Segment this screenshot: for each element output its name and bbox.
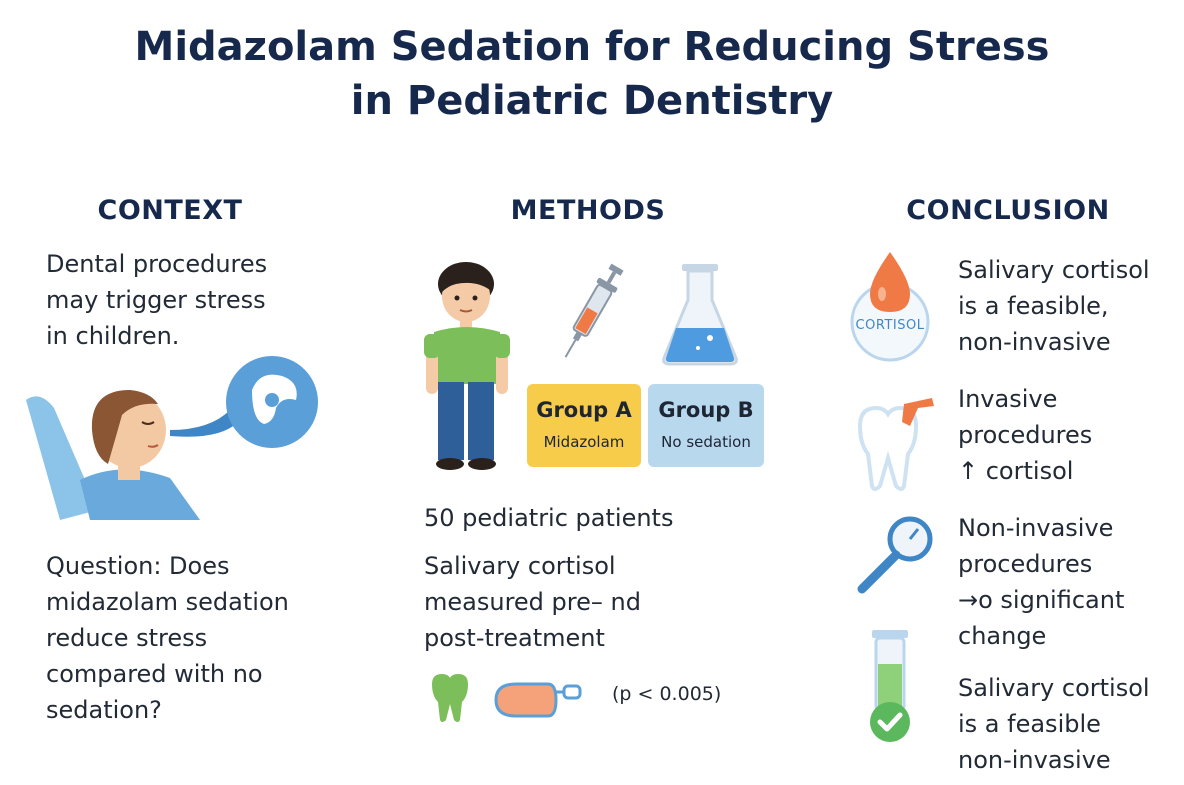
context-question-line: sedation? [46, 696, 162, 724]
conclusion-item-4: Salivary cortisol is a feasible non-inva… [958, 670, 1150, 778]
conclusion-item-line: procedures [958, 421, 1093, 449]
context-question: Question: Does midazolam sedation reduce… [46, 548, 289, 728]
conclusion-item-line: procedures [958, 550, 1093, 578]
flask-icon [662, 264, 738, 366]
group-a-sub: Midazolam [543, 433, 625, 451]
group-b-name: Group B [658, 398, 754, 422]
methods-heading: METHODS [510, 195, 666, 226]
conclusion-item-line: change [958, 622, 1047, 650]
group-a-name: Group A [536, 398, 632, 422]
conclusion-item-line: non-invasive [958, 746, 1111, 774]
context-intro-line: Dental procedures [46, 250, 268, 278]
context-intro: Dental procedures may trigger stress in … [46, 246, 267, 354]
conclusion-item-line: non-invasive [958, 328, 1111, 356]
title-line-1: Midazolam Sedation for Reducing Stress [134, 24, 1050, 70]
methods-measure: Salivary cortisol measured pre– nd post-… [424, 548, 641, 656]
magnifier-icon [857, 516, 933, 594]
conclusion-item-line: is a feasible, [958, 292, 1109, 320]
cortisol-badge-label: CORTISOL [855, 318, 925, 333]
conclusion-item-line: Salivary cortisol [958, 674, 1150, 702]
conclusion-item-line: is a feasible [958, 710, 1101, 738]
tooth-green-icon [432, 674, 468, 722]
context-question-line: compared with no [46, 660, 263, 688]
child-dental-chair-illustration [26, 356, 318, 520]
conclusion-item-line: ↑ cortisol [958, 457, 1074, 485]
group-a-box: Group A Midazolam [527, 384, 641, 467]
methods-pvalue: (p < 0.005) [612, 683, 722, 705]
methods-patients: 50 pediatric patients [424, 504, 674, 532]
tooth-icon [857, 398, 934, 491]
context-heading: CONTEXT [97, 195, 243, 226]
context-question-line: reduce stress [46, 624, 208, 652]
child-patient-icon [424, 262, 510, 470]
conclusion-heading: CONCLUSION [906, 195, 1110, 226]
saliva-swab-icon [494, 682, 582, 718]
methods-measure-line: Salivary cortisol [424, 552, 616, 580]
syringe-icon [564, 263, 624, 358]
conclusion-item-line: Salivary cortisol [958, 256, 1150, 284]
conclusion-item-line: Non-invasive [958, 514, 1114, 542]
group-b-box: Group B No sedation [648, 384, 764, 467]
context-question-line: Question: Does [46, 552, 230, 580]
cortisol-drop-icon [850, 252, 930, 362]
title-line-2: in Pediatric Dentistry [350, 78, 834, 124]
test-tube-check-icon [870, 630, 910, 742]
context-intro-line: in children. [46, 322, 180, 350]
page-title: Midazolam Sedation for Reducing Stress i… [0, 20, 1184, 128]
conclusion-item-2: Invasive procedures ↑ cortisol [958, 381, 1092, 489]
context-intro-line: may trigger stress [46, 286, 266, 314]
context-question-line: midazolam sedation [46, 588, 289, 616]
conclusion-item-3: Non-invasive procedures →o significant c… [958, 510, 1124, 654]
methods-measure-line: post-treatment [424, 624, 605, 652]
conclusion-item-line: Invasive [958, 385, 1058, 413]
conclusion-item-1: Salivary cortisol is a feasible, non-inv… [958, 252, 1150, 360]
group-b-sub: No sedation [661, 433, 751, 451]
conclusion-item-line: →o significant [958, 586, 1125, 614]
methods-measure-line: measured pre– nd [424, 588, 641, 616]
